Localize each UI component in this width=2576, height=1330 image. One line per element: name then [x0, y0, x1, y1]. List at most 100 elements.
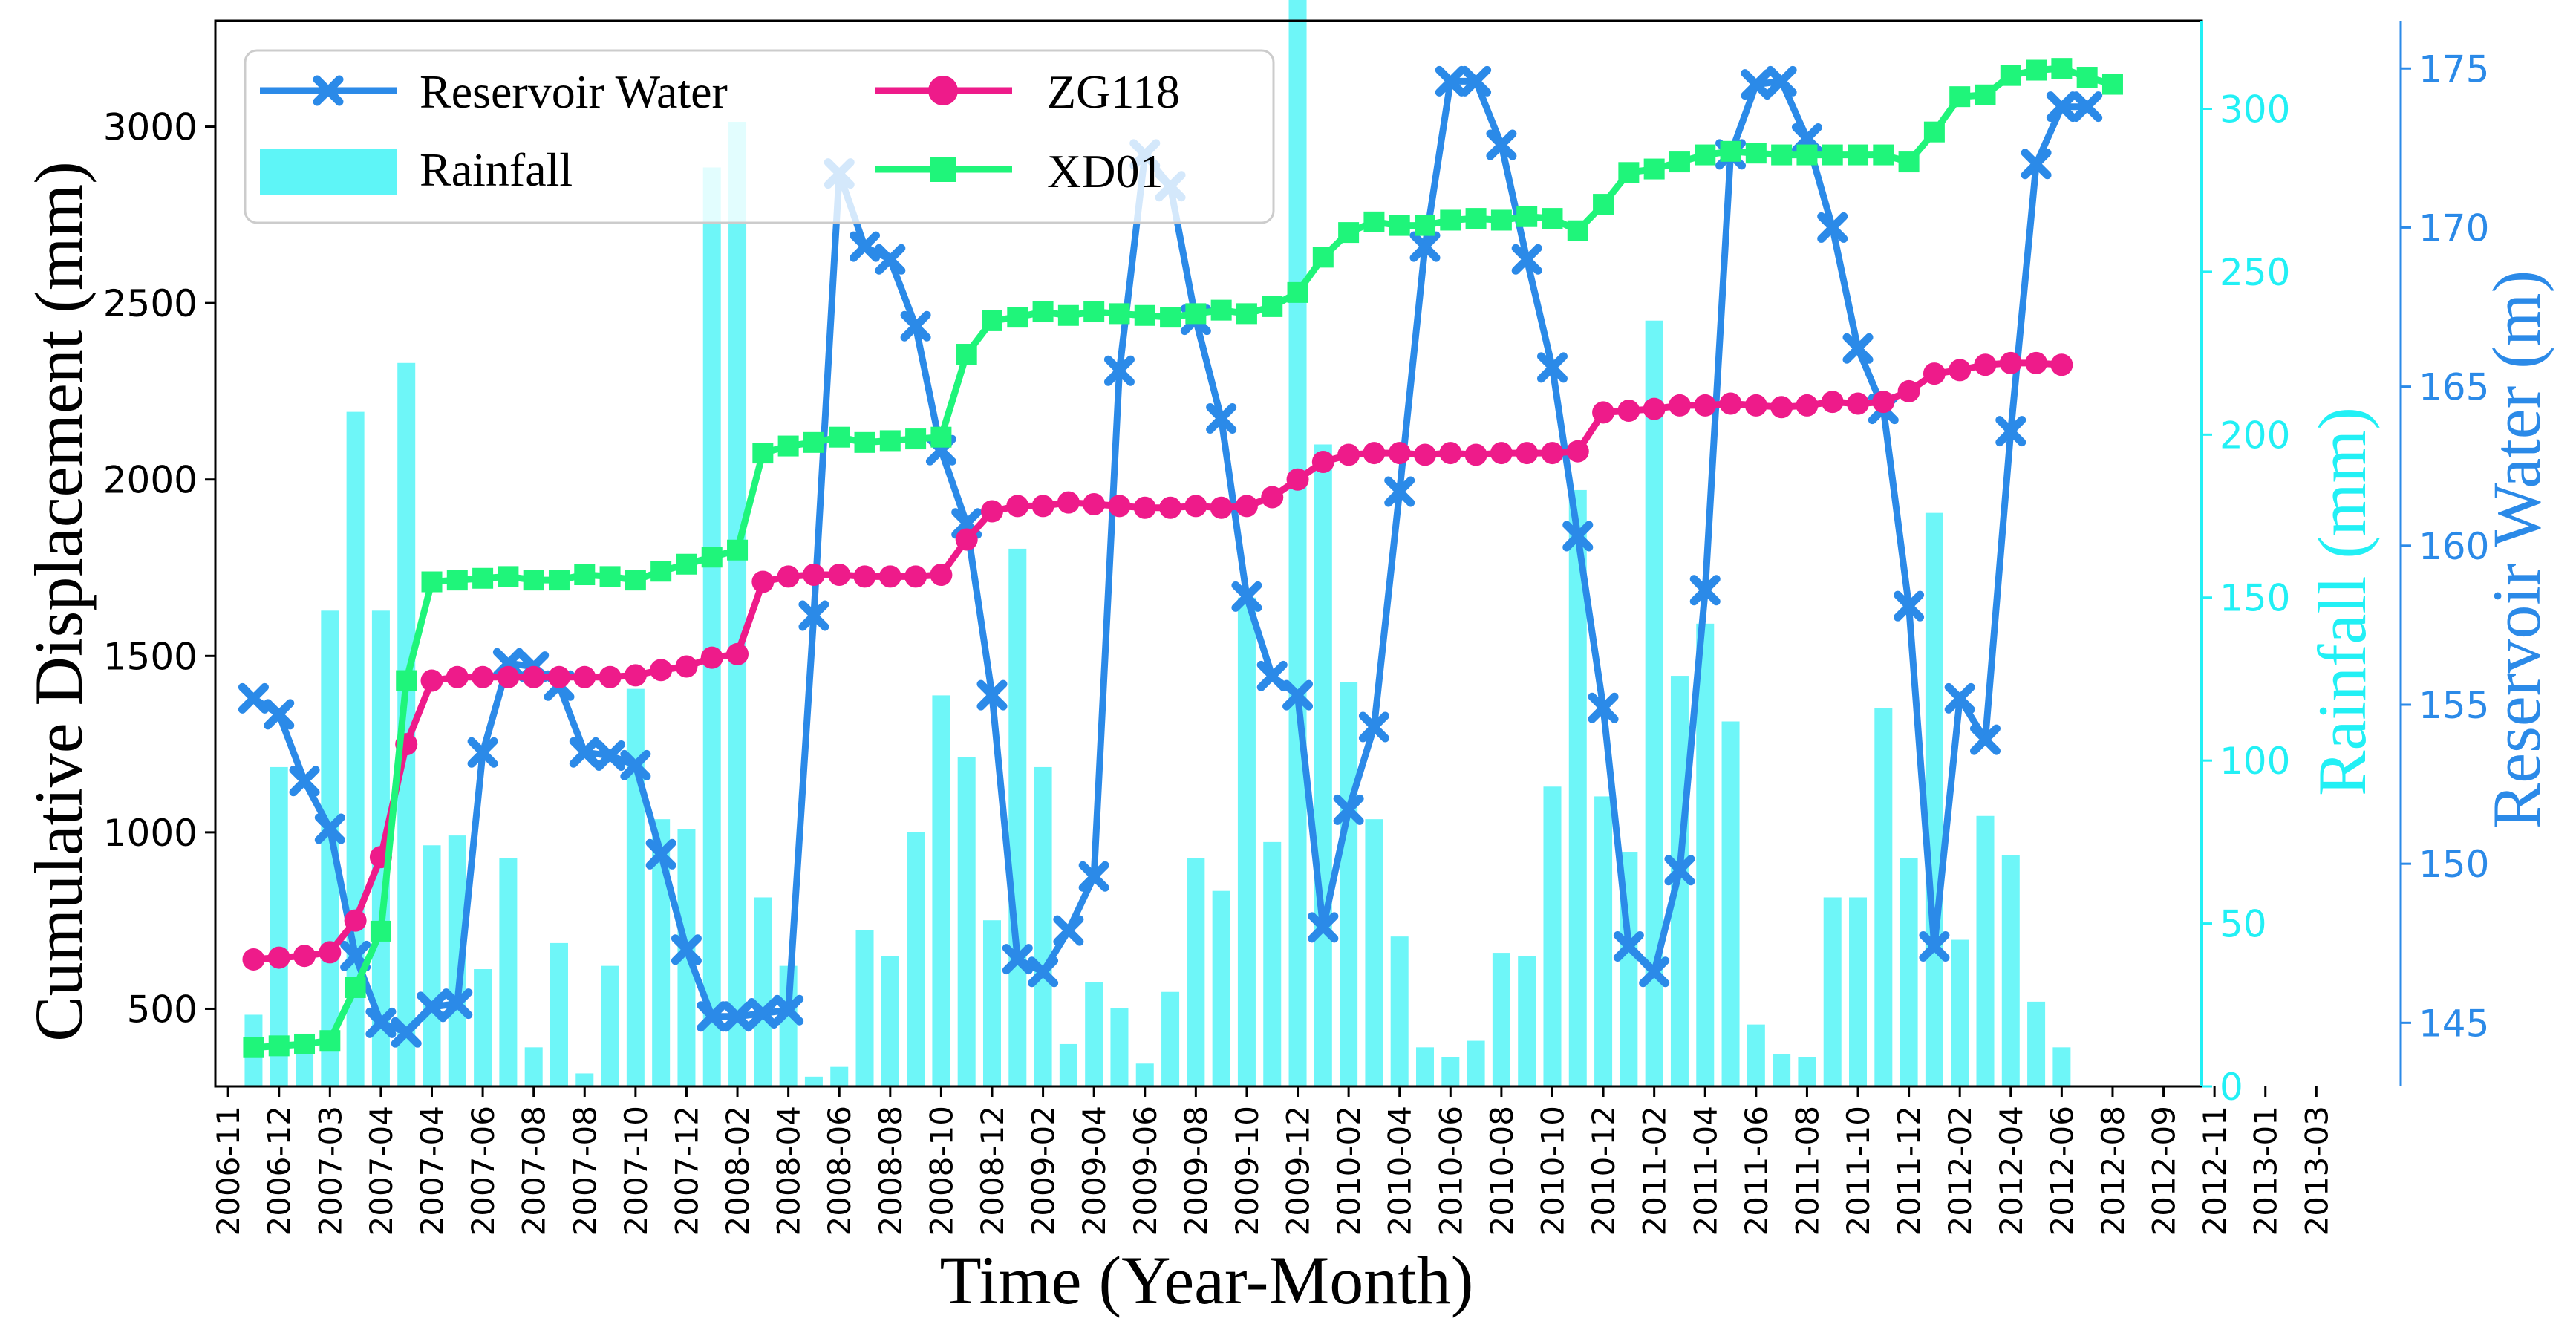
point-reservoir-water — [697, 1001, 728, 1032]
point-zg118 — [930, 564, 953, 587]
point-xd01 — [1643, 158, 1665, 180]
rainfall-bar — [1976, 815, 1995, 1086]
y-water-tick-label: 155 — [2419, 684, 2489, 727]
point-reservoir-water — [2072, 91, 2103, 123]
rainfall-bar — [1085, 982, 1103, 1086]
x-tick-label: 2011-02 — [1637, 1106, 1673, 1236]
point-xd01 — [268, 1035, 290, 1057]
point-xd01 — [879, 430, 901, 452]
point-zg118 — [675, 655, 698, 678]
point-reservoir-water-stroke — [1358, 711, 1389, 743]
point-reservoir-water — [1256, 660, 1288, 691]
y-water-tick-label: 165 — [2419, 366, 2489, 409]
point-zg118 — [1337, 443, 1360, 466]
x-tick-label: 2010-10 — [1535, 1106, 1571, 1236]
x-tick-label: 2007-10 — [618, 1106, 654, 1236]
point-reservoir-water — [1842, 333, 1874, 364]
point-zg118 — [573, 665, 596, 688]
point-xd01 — [1822, 144, 1843, 166]
point-zg118 — [522, 665, 545, 688]
rainfall-bar — [270, 766, 288, 1086]
y-left-tick-label: 500 — [127, 988, 198, 1031]
rainfall-bar — [474, 969, 492, 1086]
point-reservoir-water-stroke — [645, 838, 676, 870]
point-reservoir-water — [1969, 724, 2001, 755]
point-zg118 — [344, 909, 367, 932]
point-reservoir-water — [289, 766, 320, 797]
rainfall-bar — [1747, 1024, 1765, 1086]
rainfall-bar — [1441, 1057, 1460, 1086]
point-xd01 — [1160, 307, 1181, 328]
x-tick-label: 2011-06 — [1738, 1106, 1775, 1236]
point-xd01 — [625, 570, 646, 591]
point-zg118 — [1057, 491, 1080, 514]
point-xd01 — [2026, 59, 2047, 81]
rainfall-bar — [1110, 1008, 1129, 1086]
point-reservoir-water — [1078, 861, 1109, 892]
rainfall-bar — [1951, 939, 1969, 1086]
point-xd01 — [1185, 303, 1207, 325]
point-xd01 — [854, 431, 875, 453]
x-tick-label: 2010-02 — [1331, 1106, 1367, 1236]
point-xd01 — [2101, 74, 2123, 95]
point-zg118 — [1464, 443, 1487, 466]
point-zg118 — [1643, 397, 1666, 420]
point-reservoir-water — [365, 1007, 397, 1038]
point-reservoir-water-stroke — [1995, 416, 2026, 447]
point-reservoir-water-stroke — [238, 682, 269, 714]
point-zg118 — [624, 664, 647, 687]
point-zg118 — [726, 642, 749, 665]
point-xd01 — [701, 547, 723, 568]
point-reservoir-water — [747, 997, 778, 1029]
point-reservoir-water-stroke — [1002, 944, 1033, 975]
y-left-tick-label: 3000 — [103, 106, 198, 149]
point-zg118 — [1311, 450, 1334, 473]
rainfall-bar — [1467, 1040, 1485, 1086]
point-zg118 — [293, 945, 316, 968]
y-axis-label-left: Cumulative Displacement (mm) — [21, 161, 97, 1042]
x-tick-label: 2011-12 — [1891, 1106, 1928, 1236]
point-reservoir-water — [595, 740, 626, 772]
point-xd01 — [752, 443, 774, 464]
point-reservoir-water — [1919, 931, 1950, 962]
x-tick-label: 2013-03 — [2298, 1106, 2335, 1236]
point-zg118 — [497, 665, 520, 688]
point-xd01 — [1949, 86, 1971, 108]
rainfall-bar — [907, 832, 925, 1086]
point-xd01 — [1134, 304, 1155, 326]
rainfall-bar — [1340, 682, 1358, 1086]
x-tick-label: 2009-10 — [1229, 1106, 1265, 1236]
x-tick-label: 2008-08 — [873, 1106, 909, 1236]
point-xd01 — [1695, 144, 1716, 166]
point-reservoir-water-stroke — [1078, 861, 1109, 892]
x-tick-label: 2007-12 — [669, 1106, 705, 1236]
rainfall-bar — [1696, 623, 1715, 1086]
rainfall-bar — [1543, 786, 1562, 1086]
point-xd01 — [446, 570, 468, 591]
x-tick-label: 2009-04 — [1076, 1106, 1112, 1236]
point-zg118 — [1235, 495, 1258, 518]
point-zg118 — [1439, 442, 1462, 465]
rainfall-bar — [754, 897, 772, 1086]
y-water-tick-label: 160 — [2419, 525, 2489, 568]
rainfall-bars — [244, 0, 2071, 1087]
point-xd01 — [1465, 208, 1487, 229]
rainfall-bar — [626, 688, 645, 1086]
point-xd01 — [1312, 247, 1334, 268]
rainfall-bar — [1594, 796, 1613, 1086]
point-xd01 — [2051, 58, 2073, 79]
series-line-reservoir-water — [252, 77, 2087, 1036]
y-water-tick-label: 175 — [2419, 48, 2489, 91]
point-xd01 — [1109, 303, 1130, 325]
point-reservoir-water — [1409, 231, 1441, 262]
point-xd01 — [319, 1030, 341, 1052]
x-tick-label: 2010-12 — [1585, 1106, 1622, 1236]
point-reservoir-water — [238, 682, 269, 714]
point-xd01 — [1440, 209, 1461, 231]
point-xd01 — [2000, 65, 2021, 86]
legend-swatch-reservoir-water — [260, 75, 397, 106]
rainfall-bar — [1034, 766, 1052, 1086]
point-xd01 — [981, 310, 1002, 331]
point-zg118 — [2025, 351, 2048, 374]
point-reservoir-water-stroke — [1842, 333, 1874, 364]
